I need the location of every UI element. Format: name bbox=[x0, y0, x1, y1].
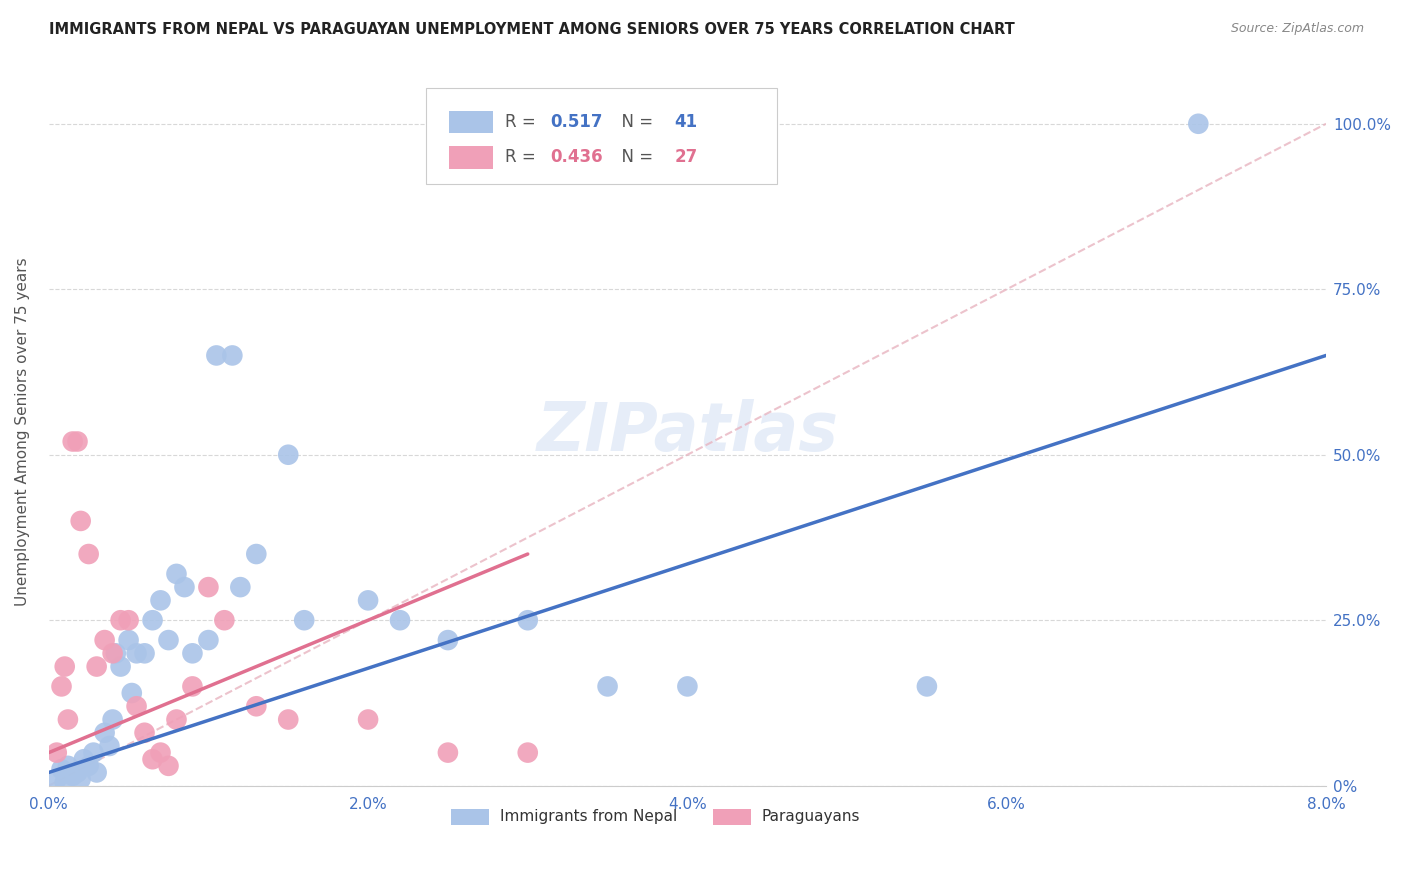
Point bbox=[93, 633, 115, 648]
Point bbox=[389, 613, 412, 627]
Point bbox=[51, 762, 73, 776]
Point bbox=[166, 566, 188, 581]
Point bbox=[357, 593, 380, 607]
Text: 0.517: 0.517 bbox=[551, 113, 603, 131]
Bar bbox=[449, 111, 494, 134]
Point bbox=[915, 680, 938, 694]
Y-axis label: Unemployment Among Seniors over 75 years: Unemployment Among Seniors over 75 years bbox=[15, 257, 30, 606]
Point bbox=[149, 746, 172, 760]
Point bbox=[56, 759, 79, 773]
Point bbox=[157, 633, 180, 648]
Point bbox=[437, 746, 460, 760]
Point bbox=[181, 646, 204, 660]
Point bbox=[516, 746, 538, 760]
Text: 27: 27 bbox=[675, 148, 697, 167]
Point bbox=[149, 593, 172, 607]
Point bbox=[173, 580, 195, 594]
Text: Paraguayans: Paraguayans bbox=[762, 809, 860, 824]
Text: N =: N = bbox=[610, 148, 658, 167]
Point bbox=[141, 613, 163, 627]
Point bbox=[277, 448, 299, 462]
Point bbox=[104, 646, 127, 660]
Point bbox=[245, 699, 267, 714]
Point bbox=[69, 772, 91, 786]
Text: ZIPatlas: ZIPatlas bbox=[537, 399, 838, 465]
Point bbox=[676, 680, 699, 694]
Point bbox=[125, 646, 148, 660]
Point bbox=[197, 580, 219, 594]
Text: R =: R = bbox=[505, 113, 541, 131]
Point bbox=[98, 739, 121, 753]
Point bbox=[1187, 117, 1209, 131]
Point bbox=[121, 686, 143, 700]
Point bbox=[516, 613, 538, 627]
FancyBboxPatch shape bbox=[426, 88, 776, 184]
Point bbox=[62, 769, 84, 783]
Point bbox=[101, 713, 124, 727]
Point bbox=[277, 713, 299, 727]
Bar bbox=[713, 809, 751, 825]
Point bbox=[245, 547, 267, 561]
Point bbox=[596, 680, 619, 694]
Point bbox=[125, 699, 148, 714]
Point bbox=[141, 752, 163, 766]
Point bbox=[53, 775, 76, 789]
Point bbox=[73, 752, 96, 766]
Point bbox=[86, 659, 108, 673]
Text: Immigrants from Nepal: Immigrants from Nepal bbox=[499, 809, 676, 824]
Point bbox=[197, 633, 219, 648]
Point bbox=[437, 633, 460, 648]
Point bbox=[86, 765, 108, 780]
Point bbox=[77, 759, 100, 773]
Point bbox=[292, 613, 315, 627]
Text: 0.436: 0.436 bbox=[551, 148, 603, 167]
Text: R =: R = bbox=[505, 148, 541, 167]
Point bbox=[77, 547, 100, 561]
Point bbox=[181, 680, 204, 694]
Point bbox=[166, 713, 188, 727]
Point bbox=[69, 514, 91, 528]
Point bbox=[53, 659, 76, 673]
Point bbox=[357, 713, 380, 727]
Bar bbox=[451, 809, 489, 825]
Point bbox=[101, 646, 124, 660]
Point bbox=[134, 646, 156, 660]
Point bbox=[62, 434, 84, 449]
Point bbox=[134, 725, 156, 739]
Text: N =: N = bbox=[610, 113, 658, 131]
Point bbox=[82, 746, 104, 760]
Point bbox=[93, 725, 115, 739]
Text: 41: 41 bbox=[675, 113, 697, 131]
Point bbox=[157, 759, 180, 773]
Point bbox=[117, 613, 139, 627]
Bar bbox=[449, 146, 494, 169]
Point bbox=[214, 613, 236, 627]
Point bbox=[45, 746, 67, 760]
Point bbox=[117, 633, 139, 648]
Text: Source: ZipAtlas.com: Source: ZipAtlas.com bbox=[1230, 22, 1364, 36]
Point bbox=[110, 613, 132, 627]
Point bbox=[45, 772, 67, 786]
Point bbox=[221, 348, 243, 362]
Point bbox=[56, 713, 79, 727]
Point bbox=[51, 680, 73, 694]
Point bbox=[205, 348, 228, 362]
Point bbox=[66, 434, 89, 449]
Text: IMMIGRANTS FROM NEPAL VS PARAGUAYAN UNEMPLOYMENT AMONG SENIORS OVER 75 YEARS COR: IMMIGRANTS FROM NEPAL VS PARAGUAYAN UNEM… bbox=[49, 22, 1015, 37]
Point bbox=[66, 765, 89, 780]
Point bbox=[229, 580, 252, 594]
Point bbox=[110, 659, 132, 673]
